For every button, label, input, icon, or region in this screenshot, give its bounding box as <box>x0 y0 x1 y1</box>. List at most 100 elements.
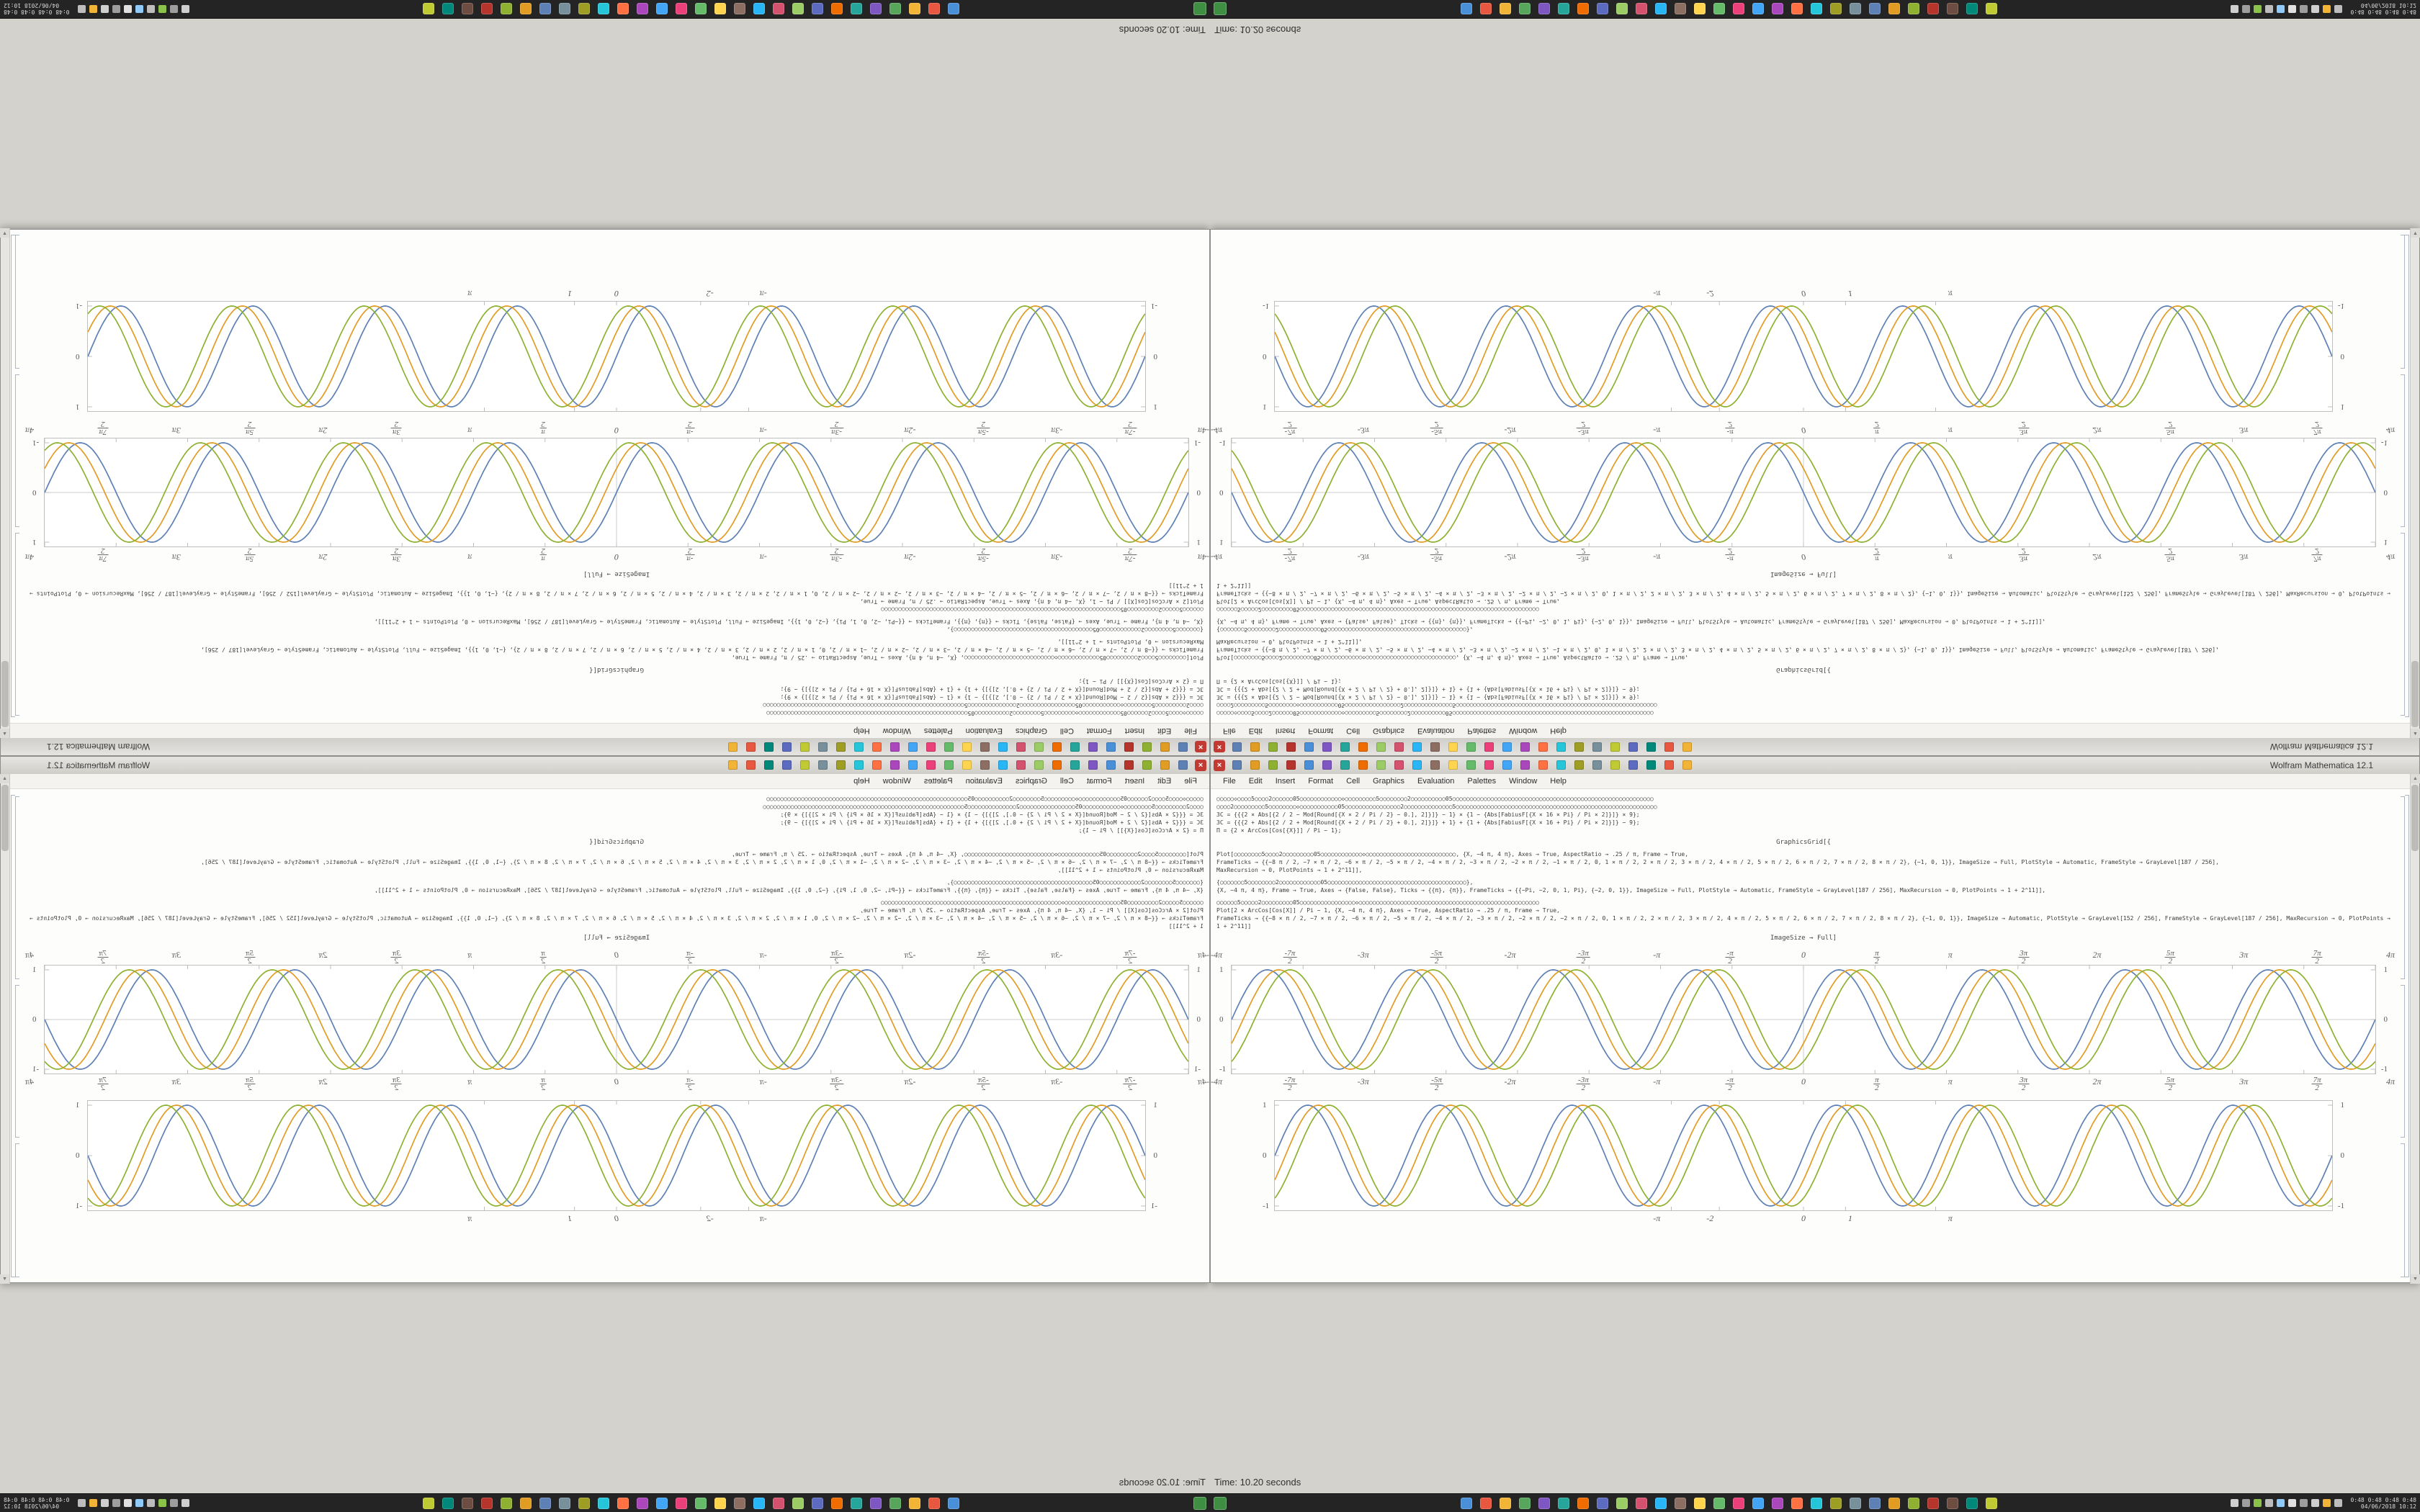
menu-item-help[interactable]: Help <box>1550 726 1567 735</box>
scroll-down-button[interactable]: ▼ <box>0 228 9 238</box>
taskbar-app-icon-9[interactable] <box>1615 3 1628 15</box>
cell-bracket-plot-b[interactable] <box>2401 1143 2405 1277</box>
taskbar-app-icon-6[interactable] <box>851 3 863 15</box>
taskbar-app-icon-4[interactable] <box>1518 1497 1531 1509</box>
menu-item-file[interactable]: File <box>1184 726 1197 735</box>
tray-icon-1[interactable] <box>2231 5 2239 13</box>
taskbar-app-icon-18[interactable] <box>1791 1497 1803 1509</box>
taskbar-app-icon-26[interactable] <box>1946 3 1958 15</box>
taskbar-app-icon-12[interactable] <box>734 1497 746 1509</box>
taskbar-app-icon-2[interactable] <box>1479 1497 1492 1509</box>
titlebar-app-icon-24[interactable] <box>764 742 774 752</box>
tray-icon-4[interactable] <box>146 1499 155 1507</box>
titlebar-app-icon-10[interactable] <box>1016 742 1026 752</box>
titlebar-app-icon-7[interactable] <box>1070 742 1080 752</box>
titlebar-app-icon-18[interactable] <box>872 742 882 752</box>
code-cell-3[interactable]: Plot[○○○○○○○○5○○○○2○○○○○○○○○05○○○○○○○○○○… <box>1216 638 2390 662</box>
start-button[interactable] <box>1193 2 1206 16</box>
taskbar-app-icon-19[interactable] <box>1810 1497 1822 1509</box>
tray-icon-4[interactable] <box>2265 5 2274 13</box>
taskbar-app-icon-1[interactable] <box>948 1497 960 1509</box>
titlebar-app-icon-24[interactable] <box>1646 760 1656 770</box>
titlebar-app-icon-20[interactable] <box>1574 742 1584 752</box>
menu-item-file[interactable]: File <box>1184 777 1197 786</box>
notebook-area[interactable]: ○○○○○◇○○○○5○○○○2○○○○○○05○○○○○○○○○○○○◇○○○… <box>9 789 1209 1282</box>
tray-clock[interactable]: 04/06/2018 10:12 <box>4 1503 70 1510</box>
taskbar-app-icon-6[interactable] <box>851 1497 863 1509</box>
taskbar-app-icon-2[interactable] <box>1479 3 1492 15</box>
code-cell-5[interactable]: ○○○○○○5○○○○○2○○○○○○○○○05○○○○○○○○○○○○○○○○… <box>1216 582 2390 613</box>
titlebar-app-icon-15[interactable] <box>1484 742 1494 752</box>
notebook-area[interactable]: ○○○○○◇○○○○5○○○○2○○○○○○05○○○○○○○○○○○○◇○○○… <box>1211 789 2411 1282</box>
window-titlebar[interactable]: × Wolfram Mathematica 12.1 <box>1211 737 2419 755</box>
taskbar-app-icon-28[interactable] <box>1985 1497 1997 1509</box>
code-cell-5[interactable]: ○○○○○○5○○○○○2○○○○○○○○○05○○○○○○○○○○○○○○○○… <box>30 582 1204 613</box>
taskbar-app-icon-5[interactable] <box>1538 1497 1550 1509</box>
menu-item-edit[interactable]: Edit <box>1157 726 1172 735</box>
titlebar-app-icon-17[interactable] <box>890 760 900 770</box>
taskbar-app-icon-25[interactable] <box>481 1497 493 1509</box>
menu-item-insert[interactable]: Insert <box>1275 777 1296 786</box>
tray-icon-5[interactable] <box>135 1499 143 1507</box>
taskbar-app-icon-10[interactable] <box>1635 3 1647 15</box>
taskbar-app-icon-18[interactable] <box>617 1497 629 1509</box>
titlebar-app-icon-21[interactable] <box>818 760 828 770</box>
scroll-down-button[interactable]: ▼ <box>0 1274 9 1284</box>
window-close-button[interactable]: × <box>1195 760 1206 771</box>
titlebar-app-icon-5[interactable] <box>1106 742 1116 752</box>
titlebar-app-icon-23[interactable] <box>782 742 792 752</box>
cell-bracket-group[interactable] <box>2405 235 2409 717</box>
taskbar-app-icon-1[interactable] <box>1460 3 1472 15</box>
notebook-scrollbar[interactable]: ▲ ▼ <box>0 774 10 1284</box>
scrollbar-thumb[interactable] <box>1 661 9 727</box>
tray-icon-1[interactable] <box>2231 1499 2239 1507</box>
titlebar-app-icon-7[interactable] <box>1340 760 1350 770</box>
taskbar-app-icon-3[interactable] <box>1499 1497 1511 1509</box>
titlebar-app-icon-26[interactable] <box>728 742 738 752</box>
titlebar-app-icon-25[interactable] <box>1664 760 1674 770</box>
titlebar-app-icon-9[interactable] <box>1376 760 1386 770</box>
cell-bracket-group[interactable] <box>11 795 15 1277</box>
titlebar-app-icon-8[interactable] <box>1358 742 1368 752</box>
taskbar-app-icon-13[interactable] <box>714 3 727 15</box>
titlebar-app-icon-4[interactable] <box>1286 742 1296 752</box>
taskbar-app-icon-25[interactable] <box>1927 1497 1939 1509</box>
menu-item-palettes[interactable]: Palettes <box>1467 777 1497 786</box>
titlebar-app-icon-16[interactable] <box>908 742 918 752</box>
taskbar-app-icon-22[interactable] <box>1868 1497 1881 1509</box>
titlebar-app-icon-24[interactable] <box>764 760 774 770</box>
taskbar-app-icon-26[interactable] <box>462 3 474 15</box>
tray-icon-9[interactable] <box>89 5 97 13</box>
tray-icon-3[interactable] <box>2254 5 2262 13</box>
titlebar-app-icon-12[interactable] <box>980 760 990 770</box>
taskbar-app-icon-9[interactable] <box>792 3 805 15</box>
titlebar-app-icon-26[interactable] <box>728 760 738 770</box>
tray-icon-9[interactable] <box>89 1499 97 1507</box>
taskbar-app-icon-26[interactable] <box>1946 1497 1958 1509</box>
menu-item-palettes[interactable]: Palettes <box>1467 726 1497 735</box>
titlebar-app-icon-13[interactable] <box>1448 760 1458 770</box>
scroll-up-button[interactable]: ▲ <box>0 729 9 738</box>
menu-item-cell[interactable]: Cell <box>1059 777 1074 786</box>
tray-icon-5[interactable] <box>2277 1499 2285 1507</box>
taskbar-app-icon-2[interactable] <box>928 3 941 15</box>
menu-item-window[interactable]: Window <box>1509 777 1538 786</box>
menu-item-palettes[interactable]: Palettes <box>923 777 953 786</box>
start-button[interactable] <box>1214 2 1227 16</box>
taskbar-app-icon-23[interactable] <box>1888 1497 1900 1509</box>
titlebar-app-icon-3[interactable] <box>1268 742 1278 752</box>
titlebar-app-icon-7[interactable] <box>1340 742 1350 752</box>
titlebar-app-icon-17[interactable] <box>1520 760 1530 770</box>
taskbar-app-icon-3[interactable] <box>1499 3 1511 15</box>
tray-icon-4[interactable] <box>2265 1499 2274 1507</box>
cell-bracket-code[interactable] <box>15 533 19 716</box>
taskbar-app-icon-7[interactable] <box>831 1497 843 1509</box>
taskbar-app-icon-20[interactable] <box>1829 1497 1842 1509</box>
notebook-area[interactable]: ○○○○○◇○○○○5○○○○2○○○○○○05○○○○○○○○○○○○◇○○○… <box>9 230 1209 723</box>
start-button[interactable] <box>1193 1496 1206 1510</box>
taskbar-app-icon-23[interactable] <box>520 1497 532 1509</box>
tray-icon-6[interactable] <box>2288 1499 2297 1507</box>
titlebar-app-icon-14[interactable] <box>944 760 954 770</box>
taskbar-app-icon-21[interactable] <box>559 1497 571 1509</box>
code-cell-1[interactable]: ○○○○○◇○○○○5○○○○2○○○○○○05○○○○○○○○○○○○◇○○○… <box>30 795 1204 834</box>
